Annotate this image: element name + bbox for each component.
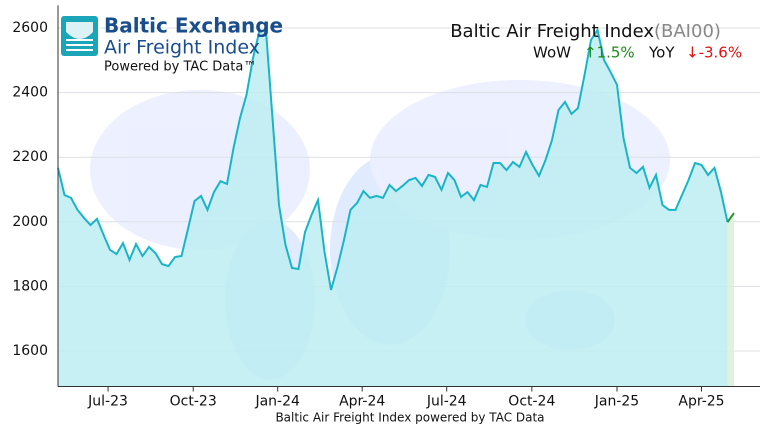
- yoy-label: YoY: [648, 44, 675, 62]
- wow-value: ↑1.5%: [584, 44, 635, 62]
- y-tick-label: 2000: [12, 214, 48, 230]
- y-tick-label: 2600: [12, 20, 48, 36]
- code: (BAI00): [654, 21, 721, 42]
- x-tick-label: Oct-24: [508, 394, 555, 410]
- x-tick-label: Apr-25: [678, 394, 724, 410]
- x-tick-label: Jan-24: [254, 394, 300, 410]
- logo: [61, 16, 98, 56]
- last-segment: [726, 212, 735, 223]
- y-tick-label: 1800: [12, 278, 48, 294]
- x-axis-label: Baltic Air Freight Index powered by TAC …: [275, 411, 544, 425]
- powered: Powered by TAC Data™: [104, 60, 256, 75]
- x-tick-label: Jul-23: [87, 394, 128, 410]
- y-tick-label: 2200: [12, 149, 48, 165]
- y-tick-label: 1600: [12, 343, 48, 359]
- brand: Baltic Exchange: [104, 14, 283, 38]
- last-segment-area: [727, 213, 734, 387]
- x-tick-label: Apr-24: [339, 394, 385, 410]
- x-tick-label: Jan-25: [594, 394, 639, 410]
- wow-label: WoW: [533, 44, 571, 62]
- x-tick-label: Oct-23: [170, 394, 217, 410]
- brand-sub: Air Freight Index: [104, 37, 260, 59]
- chart-title: Baltic Air Freight Index: [450, 21, 654, 42]
- y-tick-label: 2400: [12, 85, 48, 101]
- line-area: [58, 29, 728, 387]
- x-tick-label: Jul-24: [426, 394, 467, 410]
- line: [57, 27, 729, 291]
- yoy-value: ↓-3.6%: [686, 44, 742, 62]
